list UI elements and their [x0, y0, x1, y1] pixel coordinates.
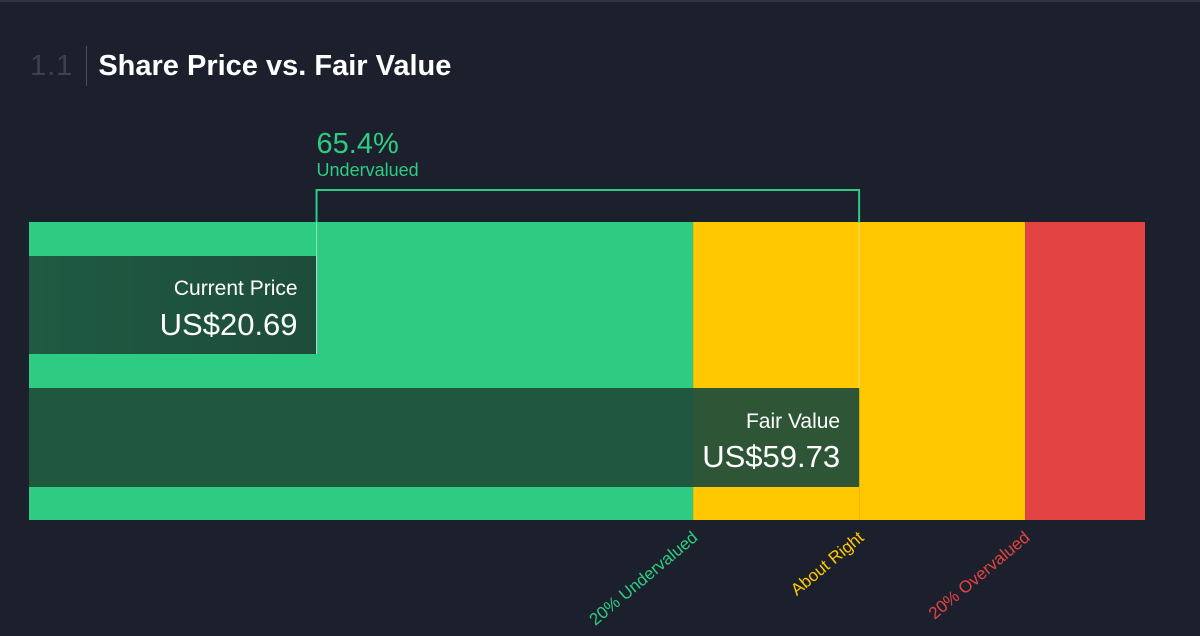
- section-title: Share Price vs. Fair Value: [98, 49, 452, 82]
- section-number: 1.1: [30, 49, 74, 82]
- threshold-label-20-undervalued: 20% Undervalued: [586, 528, 702, 629]
- zone-band-3: [1025, 222, 1145, 520]
- fair-value-value: US$59.73: [702, 439, 840, 474]
- fair-value-label: Fair Value: [746, 410, 840, 433]
- discount-bracket: [315, 189, 861, 223]
- current-price-label: Current Price: [174, 277, 298, 300]
- discount-label: Undervalued: [317, 160, 419, 180]
- header-divider: [86, 46, 88, 86]
- current-price-value: US$20.69: [160, 307, 298, 342]
- zone-band-2: [859, 222, 1026, 520]
- threshold-label-about-right: About Right: [787, 528, 867, 600]
- section-header: 1.1 Share Price vs. Fair Value: [30, 46, 451, 86]
- current-price-bar: [29, 256, 317, 354]
- fair-value-bar: [29, 388, 860, 487]
- discount-percent: 65.4%: [317, 128, 399, 160]
- top-divider: [0, 0, 1200, 2]
- threshold-label-20-overvalued: 20% Overvalued: [925, 528, 1033, 623]
